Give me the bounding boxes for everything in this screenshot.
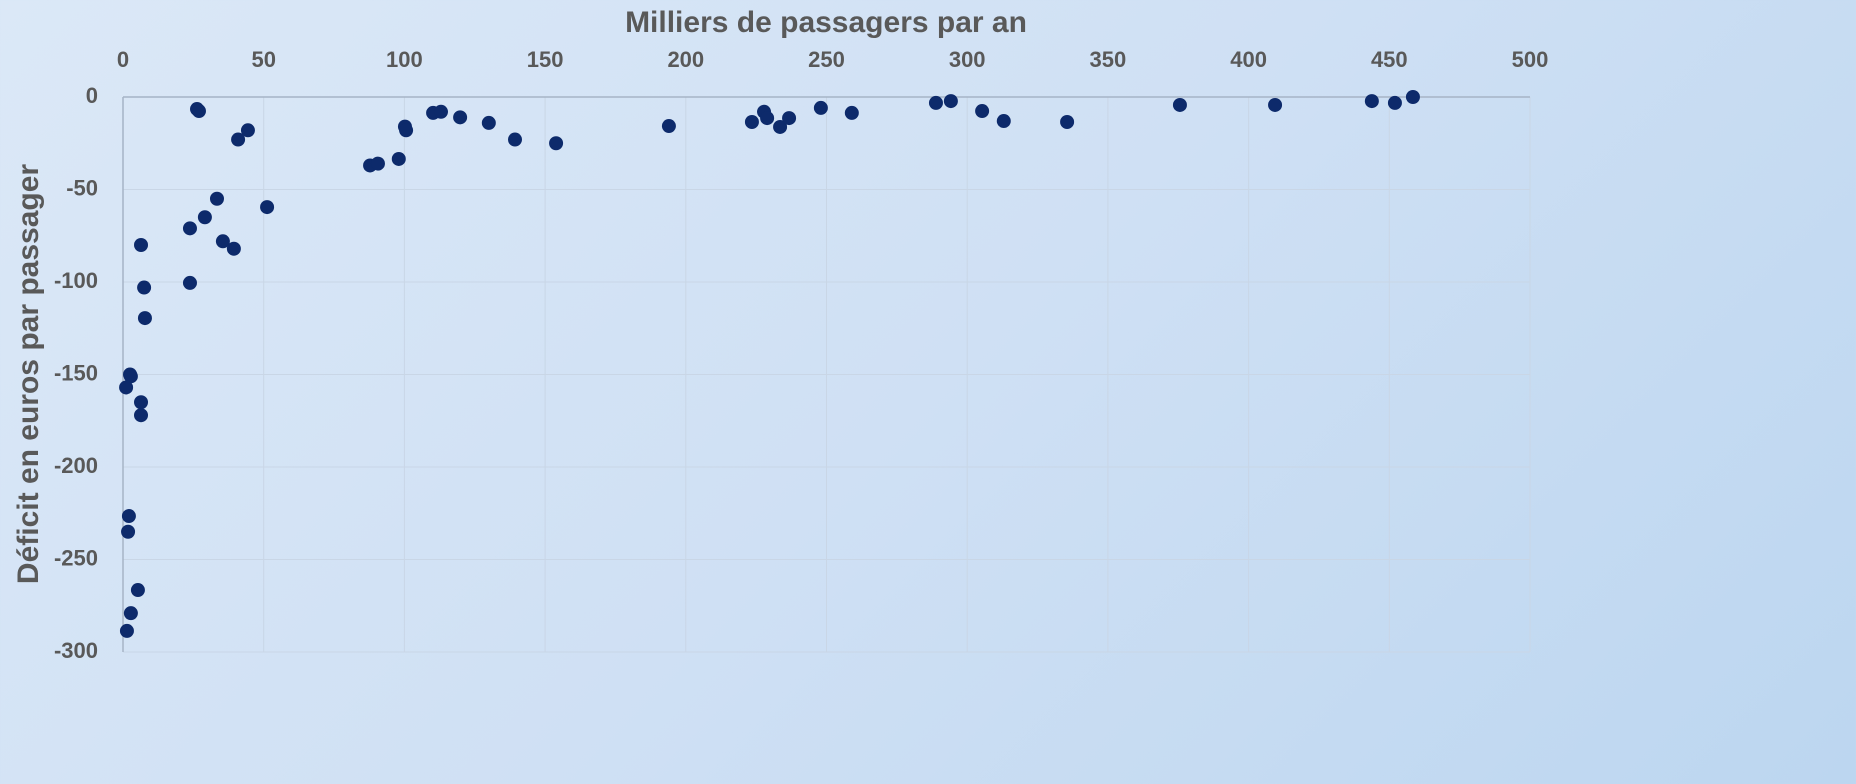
point [130,583,145,598]
point [391,151,406,166]
point [123,369,138,384]
point [209,191,224,206]
point [191,104,206,119]
point [119,380,134,395]
point [134,238,149,252]
point [182,221,197,236]
point [481,115,496,130]
point [197,210,212,225]
point [226,241,241,256]
point [453,110,468,125]
x-tick-label: 500 [1512,47,1549,72]
x-tick-label: 400 [1230,47,1267,72]
y-tick-label: -200 [54,453,98,478]
point [137,280,152,295]
y-tick-label: -250 [54,545,98,570]
point [928,95,943,110]
x-tick-label: 350 [1090,47,1127,72]
point [121,524,136,539]
point [1364,94,1379,109]
point [433,104,448,119]
point [134,408,149,423]
point [975,104,990,119]
point [399,123,414,138]
y-tick-label: -150 [54,360,98,385]
point [507,132,522,147]
y-axis-title: Déficit en euros par passager [12,164,45,584]
point [1172,97,1187,112]
point [121,509,136,524]
point [123,606,138,621]
point [1405,90,1420,104]
x-tick-label: 450 [1371,47,1408,72]
point [231,132,246,147]
point [744,114,759,129]
point [943,94,958,109]
point [549,136,564,151]
point [119,623,134,638]
point [773,119,788,134]
point [240,123,255,138]
point [215,234,230,249]
x-tick-label: 150 [527,47,564,72]
x-tick-label: 300 [949,47,986,72]
point [844,105,859,120]
x-axis-title: Milliers de passagers par an [625,6,1027,39]
y-tick-label: 0 [86,83,98,108]
point [182,275,197,290]
point [137,311,152,326]
point [1268,97,1283,112]
point [813,100,828,115]
y-tick-label: -300 [54,638,98,663]
x-tick-label: 50 [251,47,275,72]
point [782,111,797,126]
x-tick-label: 250 [808,47,845,72]
y-tick-label: -100 [54,268,98,293]
point [260,200,275,215]
x-tick-label: 200 [667,47,704,72]
point [661,119,676,134]
point [1387,95,1402,110]
x-tick-label: 0 [117,47,129,72]
point [996,114,1011,129]
point [760,111,775,126]
point [1060,114,1075,129]
point [134,395,149,410]
x-tick-label: 100 [386,47,423,72]
y-tick-label: -50 [66,175,98,200]
point [370,156,385,171]
